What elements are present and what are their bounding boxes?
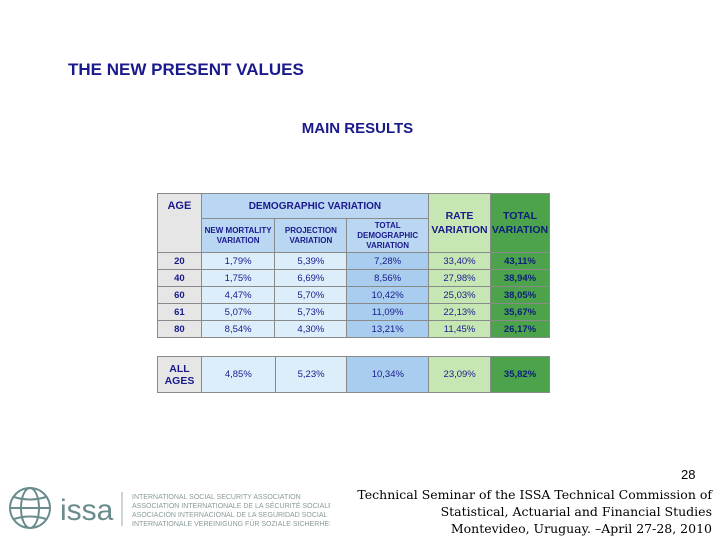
header-total-demographic: TOTAL DEMOGRAPHIC VARIATION [346,218,430,253]
footer-seminar-info: Technical Seminar of the ISSA Technical … [357,486,712,537]
header-rate-variation: RATE VARIATION [428,193,491,253]
total-demographic-cell: 13,21% [346,320,430,338]
total-variation-cell: 38,94% [489,269,551,287]
table-row: 40 1,75% 6,69% 8,56% 27,98% 38,94% [157,269,551,287]
all-ages-row: ALL AGES 4,85% 5,23% 10,34% 23,09% 35,82% [157,356,550,393]
header-new-mortality: NEW MORTALITY VARIATION [200,218,276,253]
new-mortality-cell: 1,79% [200,252,276,270]
slide-title: THE NEW PRESENT VALUES [68,60,304,79]
total-variation-cell: 38,05% [489,286,551,304]
rate-variation-cell: 33,40% [428,252,491,270]
slide-subtitle: MAIN RESULTS [301,120,414,137]
age-cell: 60 [157,286,202,304]
projection-cell: 4,30% [274,320,348,338]
svg-text:issa: issa [60,494,114,527]
total-demographic-cell: 7,28% [346,252,430,270]
issa-globe-icon: issa INTERNATIONAL SOCIAL SECURITY ASSOC… [9,487,336,529]
total-variation-cell: 43,11% [489,252,551,270]
rate-variation-cell: 27,98% [428,269,491,287]
projection-cell: 5,70% [274,286,348,304]
age-cell: 40 [157,269,202,287]
all-ages-label: ALL AGES [157,356,202,393]
svg-text:ASOCIACIÓN INTERNACIONAL DE LA: ASOCIACIÓN INTERNACIONAL DE LA SEGURIDAD… [132,510,328,519]
table-row: 61 5,07% 5,73% 11,09% 22,13% 35,67% [157,303,551,321]
new-mortality-cell: 5,07% [200,303,276,321]
rate-variation-cell: 25,03% [428,286,491,304]
total-demographic-cell: 8,56% [346,269,430,287]
total-variation-cell: 26,17% [489,320,551,338]
age-cell: 80 [157,320,202,338]
total-demographic-cell: 10,42% [346,286,430,304]
new-mortality-cell: 8,54% [200,320,276,338]
projection-cell: 6,69% [274,269,348,287]
footer-line: Montevideo, Uruguay. –April 27-28, 2010 [450,521,712,536]
total-demographic-cell: 10,34% [346,356,430,393]
rate-variation-cell: 23,09% [428,356,492,393]
age-cell: 61 [157,303,202,321]
total-variation-cell: 35,82% [490,356,550,393]
svg-text:INTERNATIONALE VEREINIGUNG FÜR: INTERNATIONALE VEREINIGUNG FÜR SOZIALE S… [132,520,330,528]
projection-cell: 5,73% [274,303,348,321]
issa-logo: issa INTERNATIONAL SOCIAL SECURITY ASSOC… [0,486,336,532]
rate-variation-cell: 22,13% [428,303,491,321]
rate-variation-cell: 11,45% [428,320,491,338]
total-demographic-cell: 11,09% [346,303,430,321]
table-row: 60 4,47% 5,70% 10,42% 25,03% 38,05% [157,286,551,304]
projection-cell: 5,23% [274,356,348,393]
footer-line: Technical Seminar of the ISSA Technical … [357,487,712,502]
footer-line: Statistical, Actuarial and Financial Stu… [440,504,712,519]
table-row: 80 8,54% 4,30% 13,21% 11,45% 26,17% [157,320,551,338]
header-demographic-variation: DEMOGRAPHIC VARIATION [200,193,430,219]
svg-text:INTERNATIONAL SOCIAL SECURITY: INTERNATIONAL SOCIAL SECURITY ASSOCIATIO… [132,494,301,501]
header-age: AGE [157,193,202,253]
table-row: 20 1,79% 5,39% 7,28% 33,40% 43,11% [157,252,551,270]
header-total-variation: TOTAL VARIATION [489,193,551,253]
all-ages-table: ALL AGES 4,85% 5,23% 10,34% 23,09% 35,82% [157,356,550,393]
header-projection: PROJECTION VARIATION [274,218,348,253]
results-table: AGE DEMOGRAPHIC VARIATION RATE VARIATION … [157,193,551,338]
projection-cell: 5,39% [274,252,348,270]
new-mortality-cell: 4,47% [200,286,276,304]
page-number: 28 [681,467,696,482]
svg-text:ASSOCIATION INTERNATIONALE DE: ASSOCIATION INTERNATIONALE DE LA SÉCURIT… [132,501,330,510]
age-cell: 20 [157,252,202,270]
new-mortality-cell: 4,85% [200,356,276,393]
total-variation-cell: 35,67% [489,303,551,321]
new-mortality-cell: 1,75% [200,269,276,287]
